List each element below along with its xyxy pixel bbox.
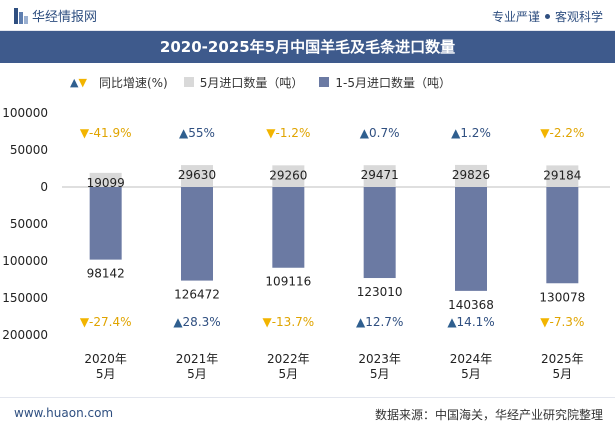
category-label: 2023年 5月 — [358, 352, 401, 381]
ytd-growth-label: ▲12.7% — [356, 315, 403, 329]
title-bar: 2020-2025年5月中国羊毛及毛条进口数量 — [0, 31, 615, 63]
may-growth-label: ▲1.2% — [451, 126, 491, 140]
y-tick-label: 50000 — [10, 143, 48, 157]
may-bar — [181, 165, 213, 187]
may-value-label: 29826 — [452, 168, 490, 182]
may-value-label: 29471 — [361, 168, 399, 182]
ytd-growth-label: ▲14.1% — [447, 315, 494, 329]
category-label: 2020年 5月 — [84, 352, 127, 381]
slogan-left: 专业严谨 — [491, 10, 540, 24]
ytd-growth-label: ▲28.3% — [173, 315, 220, 329]
may-bar — [455, 164, 487, 187]
legend-may-swatch — [183, 77, 194, 87]
may-growth-label: ▲0.7% — [360, 126, 400, 140]
y-tick-label: 200000 — [2, 328, 48, 342]
legend-may-label: 5月进口数量（吨） — [199, 75, 304, 90]
footer-source: 数据来源：中国海关，华经产业研究院整理 — [374, 408, 603, 422]
plot-area: 100000 50000 0 50000 100000 150000 200000 19099… — [2, 106, 610, 381]
legend: ▲ ▼ 同比增速(%) 5月进口数量（吨） 1-5月进口数量（吨） — [70, 72, 467, 92]
legend-ytd: 1-5月进口数量（吨） — [319, 74, 451, 91]
chart-title: 2020-2025年5月中国羊毛及毛条进口数量 — [159, 38, 456, 56]
y-tick-label: 0 — [40, 180, 48, 194]
may-value-label: 29260 — [269, 168, 307, 182]
logo-text: 华经情报网 — [32, 10, 98, 25]
may-growth-label: ▲55% — [179, 126, 215, 140]
ytd-growth-label: ▼-7.3% — [540, 315, 584, 329]
y-tick-label: 150000 — [2, 291, 48, 305]
slogan: 专业严谨 客观科学 — [492, 8, 603, 25]
slogan-dot-icon — [544, 14, 550, 19]
category-label: 2024年 5月 — [450, 352, 493, 381]
ytd-growth-label: ▼-27.4% — [80, 315, 132, 329]
ytd-bar — [455, 187, 487, 291]
ytd-value-label: 130078 — [539, 290, 585, 304]
legend-ytd-label: 1-5月进口数量（吨） — [335, 75, 451, 90]
may-value-label: 29630 — [178, 168, 216, 182]
logo: 华经情报网 — [14, 6, 97, 25]
category-label: 2025年 5月 — [541, 352, 584, 381]
legend-may: 5月进口数量（吨） — [183, 74, 304, 91]
ytd-bar — [89, 187, 122, 260]
top-bar: 华经情报网 专业严谨 客观科学 — [0, 0, 615, 31]
y-tick-label: 50000 — [10, 217, 48, 231]
legend-growth: ▲ ▼ 同比增速(%) — [70, 74, 168, 91]
ytd-value-label: 109116 — [265, 275, 311, 289]
may-growth-label: ▼-2.2% — [540, 126, 584, 140]
may-bar — [546, 165, 579, 187]
slogan-right: 客观科学 — [554, 10, 603, 24]
may-bar — [363, 165, 396, 187]
legend-ytd-swatch — [319, 77, 330, 87]
down-triangle-icon: ▼ — [78, 75, 87, 89]
y-tick-label: 100000 — [2, 106, 48, 120]
may-growth-label: ▼-41.9% — [80, 126, 132, 140]
ytd-growth-label: ▼-13.7% — [262, 315, 314, 329]
y-tick-label: 100000 — [2, 254, 48, 268]
ytd-bar — [363, 187, 396, 279]
up-triangle-icon: ▲ — [70, 75, 79, 89]
may-value-label: 19099 — [87, 176, 125, 190]
logo-icon — [14, 7, 28, 24]
footer: www.huaon.com 数据来源：中国海关，华经产业研究院整理 — [0, 397, 615, 428]
may-growth-label: ▼-1.2% — [266, 126, 310, 140]
ytd-value-label: 126472 — [174, 288, 220, 302]
legend-growth-label: 同比增速(%) — [98, 75, 168, 90]
ytd-bar — [272, 187, 305, 268]
ytd-value-label: 140368 — [448, 298, 494, 312]
ytd-value-label: 123010 — [357, 285, 403, 299]
category-label: 2021年 5月 — [176, 352, 219, 381]
ytd-bar — [546, 187, 579, 284]
may-bar — [89, 172, 122, 187]
category-label: 2022年 5月 — [267, 352, 310, 381]
ytd-value-label: 98142 — [87, 267, 125, 281]
ytd-bar — [181, 187, 213, 281]
footer-website: www.huaon.com — [14, 406, 114, 420]
may-bar — [272, 165, 305, 187]
may-value-label: 29184 — [543, 168, 581, 182]
